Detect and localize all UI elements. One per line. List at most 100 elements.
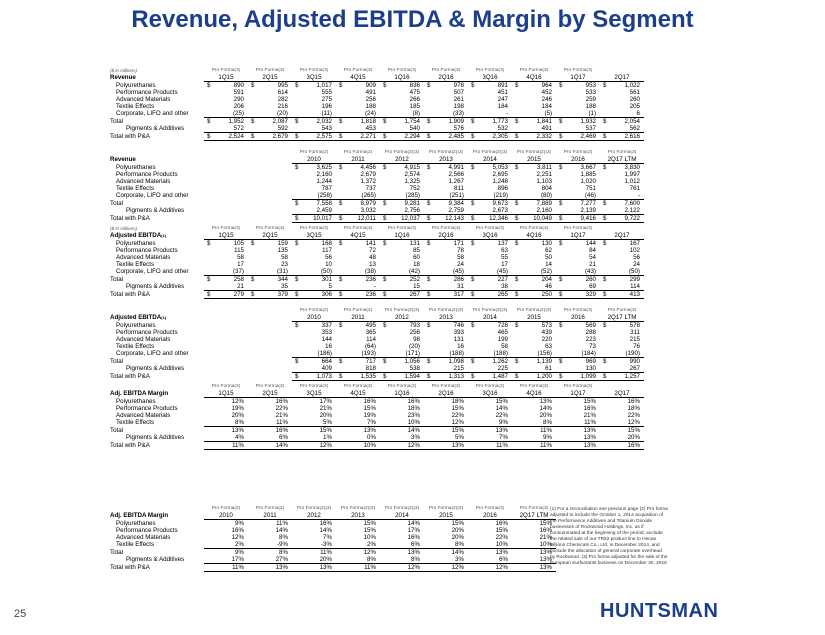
currency-symbol: $ [515, 82, 519, 89]
cell-value: 1,372 [336, 178, 380, 185]
cell-value: $279 [204, 290, 248, 299]
value-text: 56 [325, 254, 332, 261]
value-text: 10% [539, 541, 552, 548]
row-label: Advanced Materials [116, 96, 171, 103]
cell-value: 12% [424, 419, 468, 427]
currency-symbol: $ [383, 200, 387, 207]
cell-value: $7,600 [600, 199, 644, 207]
table-row: Performance Products 353 365 256 393 465 439 28… [110, 329, 644, 336]
pro-forma-label: Pro Forma(2)(3) [428, 150, 464, 155]
pro-forma-label: Pro Forma(2)(3) [428, 308, 464, 313]
cell-value: 11% [556, 419, 600, 427]
cell-value [204, 350, 248, 358]
cell-value: 102 [600, 247, 644, 254]
value-text: 22% [627, 412, 640, 419]
cell-value [248, 164, 292, 172]
currency-symbol: $ [559, 200, 563, 207]
cell-value: -9% [248, 541, 292, 549]
cell-value: $1,099 [556, 372, 600, 381]
value-text: (184) [581, 350, 596, 357]
currency-symbol: $ [471, 118, 475, 125]
cell-value: 1,248 [468, 178, 512, 185]
cell-value [248, 200, 292, 208]
currency-symbol: $ [207, 276, 211, 283]
value-text: 537 [585, 125, 596, 132]
value-text: 266 [409, 96, 420, 103]
value-text: 220 [541, 336, 552, 343]
cell-value: $1,932 [556, 117, 600, 125]
value-text: 761 [629, 185, 640, 192]
cell-value: 22% [468, 412, 512, 419]
column-header [248, 314, 292, 322]
currency-symbol: $ [603, 276, 607, 283]
row-label: Performance Products [116, 247, 178, 254]
cell-value: $141 [336, 240, 380, 247]
value-text: 2,574 [404, 171, 420, 178]
cell-value: 19% [204, 405, 248, 412]
cell-value: $265 [468, 290, 512, 299]
cell-value: 11% [248, 419, 292, 427]
cell-value: 290 [204, 96, 248, 103]
value-text: 909 [365, 82, 376, 89]
value-text: 1,997 [624, 171, 640, 178]
column-header: 2015 [512, 156, 556, 164]
cell-value: $9,281 [380, 199, 424, 207]
segment-table: ($ in millions) Pro Forma(3) Pro Forma(3) P… [110, 68, 644, 141]
value-text: 12,037 [401, 215, 420, 222]
value-text: 58 [457, 254, 464, 261]
value-text: 12% [495, 564, 508, 571]
cell-value: 185 [380, 103, 424, 110]
currency-symbol: $ [295, 291, 299, 298]
cell-value: 22% [468, 534, 512, 541]
cell-value: (20) [380, 343, 424, 350]
cell-value: $137 [468, 240, 512, 247]
cell-value: 12% [292, 441, 336, 450]
pro-forma-label: Pro Forma(3) [211, 226, 241, 231]
value-text: 413 [629, 291, 640, 298]
value-text: 1,818 [360, 118, 376, 125]
value-text: 1,841 [536, 118, 552, 125]
value-text: 1,262 [492, 358, 508, 365]
cell-value: - [336, 283, 380, 291]
value-text: - [373, 283, 376, 290]
cell-value: 2,566 [424, 171, 468, 178]
cell-value: 540 [380, 125, 424, 133]
row-label: Total with P&A [110, 133, 150, 140]
cell-value: 14% [292, 527, 336, 534]
cell-value: 56 [292, 254, 336, 261]
value-text: (45) [452, 268, 464, 275]
value-text: 1,594 [404, 373, 420, 380]
value-text: 561 [629, 89, 640, 96]
pro-forma-label: Pro Forma(3) [343, 226, 373, 231]
value-text: 20% [451, 534, 464, 541]
value-text: 12% [363, 549, 376, 556]
value-text: 728 [497, 322, 508, 329]
value-text: 2,459 [316, 207, 332, 214]
value-text: 0% [367, 434, 376, 441]
value-text: 205 [629, 103, 640, 110]
column-header: 3Q16 [468, 390, 512, 398]
pro-forma-label: Pro Forma(2)(3) [516, 308, 552, 313]
currency-symbol: $ [471, 240, 475, 247]
value-text: 58 [281, 254, 288, 261]
cell-value [248, 207, 292, 215]
currency-symbol: $ [427, 373, 431, 380]
cell-value: $10,017 [292, 214, 336, 223]
value-text: 144 [585, 240, 596, 247]
currency-symbol: $ [339, 200, 343, 207]
cell-value: $204 [512, 275, 556, 283]
currency-symbol: $ [559, 118, 563, 125]
value-text: 573 [541, 322, 552, 329]
page-number: 25 [14, 608, 27, 620]
value-text: 964 [541, 82, 552, 89]
value-text: 2,485 [448, 133, 464, 140]
footnote-ref: (1) [161, 233, 167, 239]
cell-value: 3,032 [336, 207, 380, 215]
cell-value: 13% [380, 548, 424, 556]
value-text: 20% [319, 412, 332, 419]
table-row: Performance Products 16% 14% 14% 15% 17% 20% 15… [110, 527, 644, 534]
cell-value: (1) [556, 110, 600, 118]
cell-value: $909 [336, 82, 380, 89]
cell-value: $953 [556, 82, 600, 89]
value-text: 1,885 [580, 171, 596, 178]
